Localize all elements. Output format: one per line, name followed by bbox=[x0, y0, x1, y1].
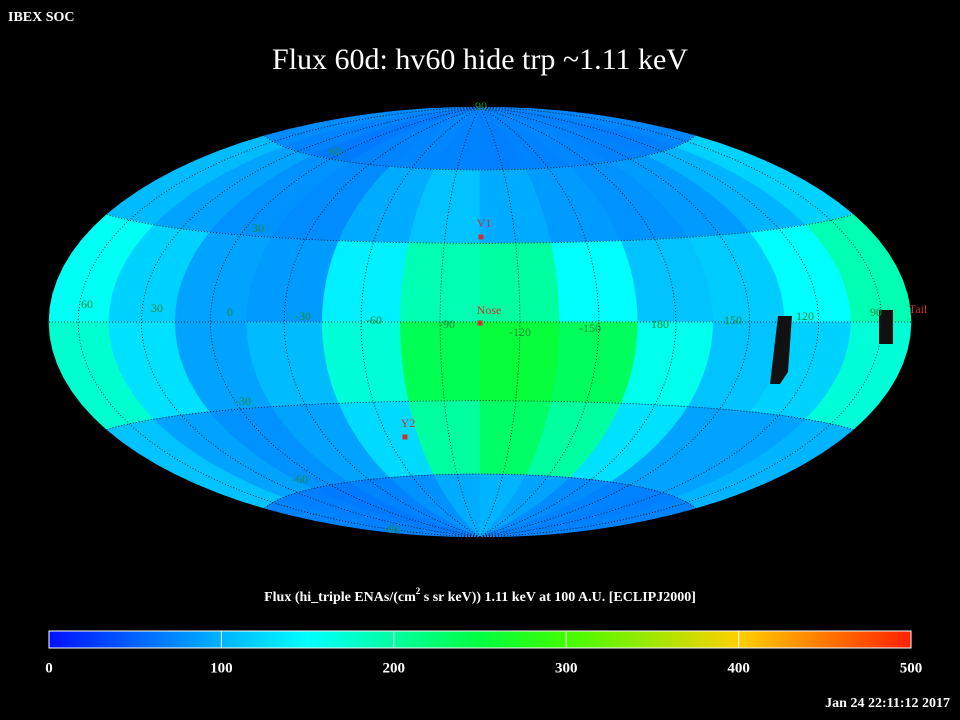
lat-label: -60 bbox=[292, 472, 308, 486]
colorbar-label-part: s sr keV)) 1.11 keV at 100 A.U. [ECLIPJ2… bbox=[420, 590, 696, 605]
colorbar-label-sup: 2 bbox=[416, 586, 421, 596]
lon-label: -90 bbox=[439, 317, 455, 331]
lat-label: -30 bbox=[235, 394, 251, 408]
colorbar-tick-label: 100 bbox=[210, 660, 233, 676]
meridian bbox=[77, 106, 481, 538]
colorbar-tick-label: 300 bbox=[555, 660, 578, 676]
map-labels: 60 30 0 -30 -60 -90 -120 -150 180 150 120 90 90 60 30 -… bbox=[81, 99, 928, 536]
flux-cell bbox=[550, 240, 639, 323]
lon-label: 0 bbox=[227, 305, 233, 319]
meridian bbox=[479, 106, 751, 538]
org-label: IBEX SOC bbox=[8, 10, 75, 25]
lon-label: 120 bbox=[796, 309, 814, 323]
parallel bbox=[106, 214, 854, 244]
marker-label: Nose bbox=[477, 303, 502, 317]
flux-cell bbox=[321, 240, 410, 323]
colorbar-label-part: Flux (hi_triple ENAs/(cm bbox=[264, 590, 416, 605]
lat-label: -90 bbox=[384, 522, 400, 536]
lon-label: 90 bbox=[870, 305, 882, 319]
lon-label: 180 bbox=[651, 317, 669, 331]
marker-label: Y2 bbox=[401, 416, 416, 430]
lon-label: -120 bbox=[509, 325, 531, 339]
lon-label: 150 bbox=[724, 313, 742, 327]
colorbar-tick-label: 500 bbox=[900, 660, 923, 676]
flux-cell bbox=[400, 242, 481, 323]
flux-map bbox=[48, 106, 912, 538]
colorbar-tick-label: 400 bbox=[727, 660, 750, 676]
marker-label: Tail bbox=[909, 302, 928, 316]
lon-label: 60 bbox=[81, 297, 93, 311]
lon-label: -150 bbox=[579, 321, 601, 335]
meridian bbox=[140, 106, 481, 538]
marker-dot bbox=[402, 434, 408, 440]
lon-label: -30 bbox=[295, 309, 311, 323]
meridian bbox=[209, 106, 481, 538]
flux-cell bbox=[321, 321, 410, 404]
lon-label: 30 bbox=[151, 301, 163, 315]
colorbar-label: Flux (hi_triple ENAs/(cm2 s sr keV)) 1.1… bbox=[264, 586, 696, 605]
timestamp: Jan 24 22:11:12 2017 bbox=[825, 696, 950, 711]
marker-dot bbox=[478, 234, 484, 240]
parallel bbox=[106, 400, 854, 430]
marker-dot bbox=[477, 320, 483, 326]
lon-label: -60 bbox=[366, 313, 382, 327]
title: Flux 60d: hv60 hide trp ~1.11 keV bbox=[272, 43, 688, 76]
marker-label: V1 bbox=[477, 216, 492, 230]
flux-cell bbox=[400, 321, 481, 402]
data-gap bbox=[879, 310, 893, 344]
graticule bbox=[49, 106, 911, 538]
colorbar-tick-label: 0 bbox=[45, 660, 53, 676]
meridian bbox=[479, 106, 820, 538]
lat-label: 60 bbox=[329, 144, 341, 158]
colorbar-ticks: 0 100 200 300 400 500 bbox=[45, 631, 922, 676]
colorbar-tick-label: 200 bbox=[383, 660, 406, 676]
data-gap bbox=[770, 316, 792, 384]
lat-label: 90 bbox=[475, 99, 487, 113]
lat-label: 30 bbox=[252, 221, 264, 235]
colorbar bbox=[48, 630, 912, 649]
